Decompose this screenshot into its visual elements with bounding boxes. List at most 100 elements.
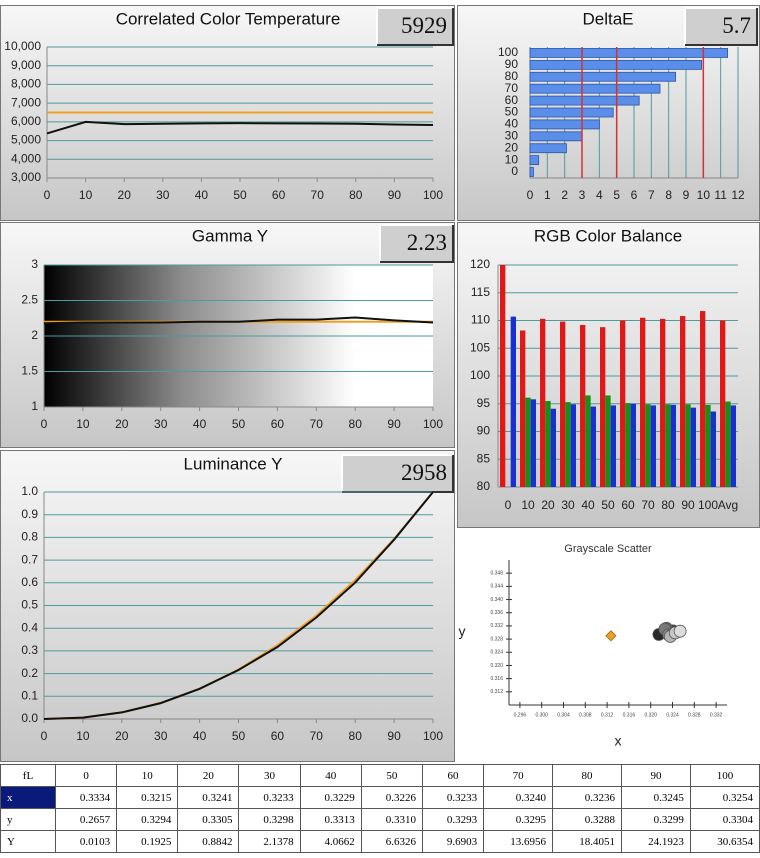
bar xyxy=(570,404,576,487)
y-tick-label: 1 xyxy=(31,399,38,413)
header-cell: 10 xyxy=(116,764,179,787)
x-tick-label: 10 xyxy=(79,188,93,202)
y-tick-label: 20 xyxy=(505,140,519,154)
header-cell: fL xyxy=(0,764,56,787)
x-tick-label: 50 xyxy=(601,498,615,512)
header-cell: 80 xyxy=(552,764,622,787)
table-cell: 0.3215 xyxy=(116,786,179,809)
x-tick-label: 20 xyxy=(118,188,132,202)
x-tick-label: Avg xyxy=(718,498,738,512)
y-tick-label: 0.316 xyxy=(490,676,503,682)
measured-point xyxy=(673,624,687,638)
table-cell: 0.3295 xyxy=(483,808,554,831)
x-tick-label: 80 xyxy=(349,729,363,743)
table-cell: 0.3241 xyxy=(177,786,240,809)
x-tick-label: 0 xyxy=(505,498,512,512)
y-tick-label: 0.5 xyxy=(21,598,38,612)
data-table: fL 0 10 20 30 40 50 60 70 80 90 100 x 0.3334 0.3215 0.3… xyxy=(0,764,760,853)
y-tick-label: 10,000 xyxy=(4,39,41,53)
x-tick-label: 0.324 xyxy=(666,712,679,718)
y-axis-title: y xyxy=(459,623,466,639)
y-tick-label: 0.336 xyxy=(490,610,503,616)
x-tick-label: 20 xyxy=(115,417,129,431)
y-tick-label: 40 xyxy=(505,117,519,131)
y-tick-label: 1.5 xyxy=(21,364,38,378)
y-tick-label: 0.4 xyxy=(21,620,38,634)
readout-box xyxy=(685,8,757,45)
table-cell: 0.0103 xyxy=(54,830,118,853)
bar xyxy=(590,406,596,487)
bar xyxy=(540,318,546,487)
header-cell: 0 xyxy=(54,764,118,787)
table-cell: 13.6956 xyxy=(483,830,554,853)
y-tick-label: 50 xyxy=(505,105,519,119)
x-tick-label: 100 xyxy=(423,417,443,431)
table-row: y 0.2657 0.3294 0.3305 0.3298 0.3313 0.3310 0.3… xyxy=(0,808,760,831)
bar xyxy=(529,155,540,166)
panel xyxy=(457,530,760,762)
chart-title: Correlated Color Temperature xyxy=(116,9,341,28)
y-tick-label: 0.9 xyxy=(21,507,38,521)
y-tick-label: 80 xyxy=(477,479,491,493)
target-point xyxy=(605,630,617,642)
readout-bevel-dark xyxy=(377,8,454,46)
x-tick-label: 0 xyxy=(527,188,534,202)
y-tick-label: 110 xyxy=(471,313,490,327)
table-cell: 0.3298 xyxy=(238,808,301,831)
readout-bevel-light xyxy=(376,7,453,45)
bar xyxy=(610,405,616,487)
table-cell: 0.2657 xyxy=(54,808,118,831)
y-tick-label: 6,000 xyxy=(11,114,41,128)
x-tick-label: 0.312 xyxy=(601,712,614,718)
x-tick-label: 60 xyxy=(621,498,635,512)
header-cell: 60 xyxy=(421,764,485,787)
bar xyxy=(529,59,703,70)
header-cell: 50 xyxy=(360,764,423,787)
x-tick-label: 40 xyxy=(193,729,207,743)
x-tick-label: 40 xyxy=(581,498,595,512)
y-tick-label: 100 xyxy=(470,368,490,382)
bar xyxy=(690,407,696,487)
y-tick-label: 60 xyxy=(505,93,519,107)
y-tick-label: 90 xyxy=(505,57,519,71)
readout-bevel-light xyxy=(341,454,453,492)
table-cell: x xyxy=(0,786,56,809)
series-line xyxy=(46,120,434,135)
bar xyxy=(710,411,716,487)
y-tick-label: 9,000 xyxy=(11,58,41,72)
y-tick-label: 85 xyxy=(477,451,491,465)
table-row: fL 0 10 20 30 40 50 60 70 80 90 100 xyxy=(0,764,760,787)
x-tick-label: 50 xyxy=(232,417,246,431)
readout-box xyxy=(377,8,453,45)
y-tick-label: 10 xyxy=(505,152,519,166)
x-tick-label: 5 xyxy=(613,188,620,202)
x-tick-label: 70 xyxy=(310,729,324,743)
bar xyxy=(529,119,600,130)
bar xyxy=(625,403,631,487)
bar xyxy=(650,405,656,487)
table-cell: 0.3293 xyxy=(421,808,485,831)
x-tick-label: 50 xyxy=(232,729,246,743)
table-cell: 0.3233 xyxy=(421,786,485,809)
y-tick-label: 4,000 xyxy=(11,151,41,165)
readout-value: 5.7 xyxy=(722,13,751,38)
x-tick-label: 90 xyxy=(681,498,695,512)
x-tick-label: 11 xyxy=(714,188,727,202)
readout-bevel-dark xyxy=(380,225,454,263)
x-tick-label: 80 xyxy=(661,498,675,512)
header-cell: 70 xyxy=(483,764,554,787)
table-cell: 0.1925 xyxy=(116,830,179,853)
x-tick-label: 0.308 xyxy=(579,712,592,718)
table-cell: 0.3288 xyxy=(552,808,622,831)
bar xyxy=(620,320,626,487)
x-tick-label: 3 xyxy=(579,188,586,202)
table-cell: 0.3334 xyxy=(54,786,118,809)
x-tick-label: 10 xyxy=(521,498,535,512)
x-tick-label: 2 xyxy=(561,188,568,202)
header-cell: 40 xyxy=(299,764,362,787)
bar xyxy=(580,324,586,487)
table-cell: 0.3304 xyxy=(689,808,760,831)
y-tick-label: 1.0 xyxy=(21,484,38,498)
